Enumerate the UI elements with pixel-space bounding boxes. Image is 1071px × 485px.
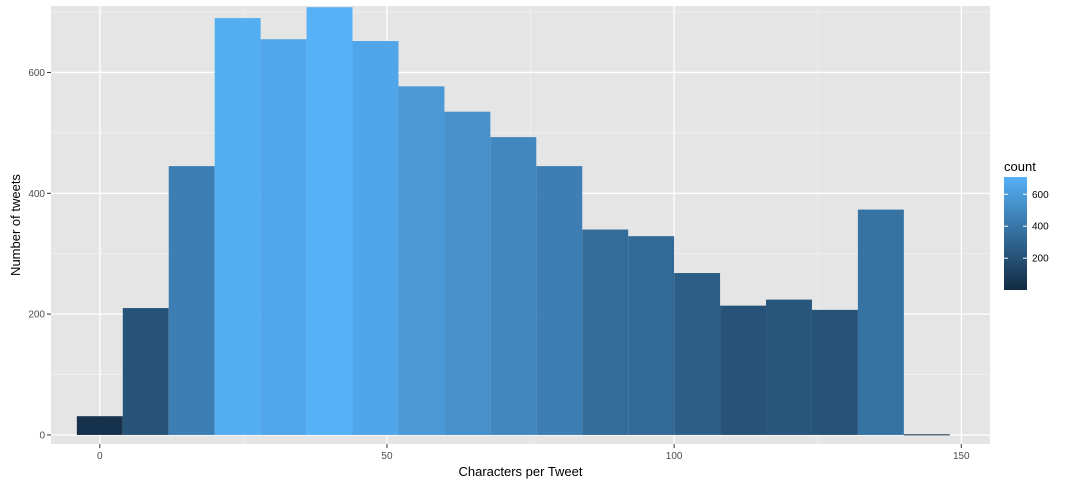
histogram-bar <box>76 416 123 435</box>
histogram-bar <box>811 309 858 435</box>
histogram-bar <box>536 166 583 435</box>
histogram-bar <box>444 111 491 435</box>
histogram-bar <box>352 41 399 435</box>
histogram-bar <box>903 434 950 436</box>
y-axis: 0 200 400 600 <box>28 68 51 441</box>
x-tick-label: 150 <box>953 451 970 462</box>
histogram-bar <box>398 86 445 435</box>
x-tick-label: 50 <box>381 451 393 462</box>
histogram-bar <box>306 7 353 435</box>
histogram-bar <box>490 137 537 435</box>
legend-ticks: 200 400 600 <box>1004 190 1049 265</box>
histogram-bar <box>857 209 904 435</box>
legend-colorbar <box>1004 177 1027 290</box>
legend-tick-label: 200 <box>1032 254 1049 265</box>
histogram-bar <box>214 18 261 435</box>
histogram-bar <box>628 236 675 435</box>
histogram-bar <box>122 308 169 435</box>
histogram-bar <box>260 39 307 435</box>
x-axis: 0 50 100 150 <box>97 444 970 462</box>
histogram-bar <box>674 273 721 435</box>
y-tick-label: 0 <box>39 430 45 441</box>
legend-tick-label: 600 <box>1032 190 1049 201</box>
histogram-bars <box>76 7 950 436</box>
histogram-bar <box>720 305 767 435</box>
y-tick-label: 200 <box>28 310 45 321</box>
histogram-bar <box>766 299 812 435</box>
x-axis-title: Characters per Tweet <box>458 464 582 479</box>
legend-tick-label: 400 <box>1032 222 1049 233</box>
histogram-bar <box>582 229 629 435</box>
x-tick-label: 0 <box>97 451 103 462</box>
color-legend: count 200 400 600 <box>1004 159 1049 290</box>
legend-title: count <box>1004 159 1036 174</box>
y-tick-label: 400 <box>28 189 45 200</box>
y-axis-title: Number of tweets <box>8 174 23 276</box>
x-tick-label: 100 <box>666 451 683 462</box>
y-tick-label: 600 <box>28 68 45 79</box>
histogram-bar <box>168 166 215 435</box>
